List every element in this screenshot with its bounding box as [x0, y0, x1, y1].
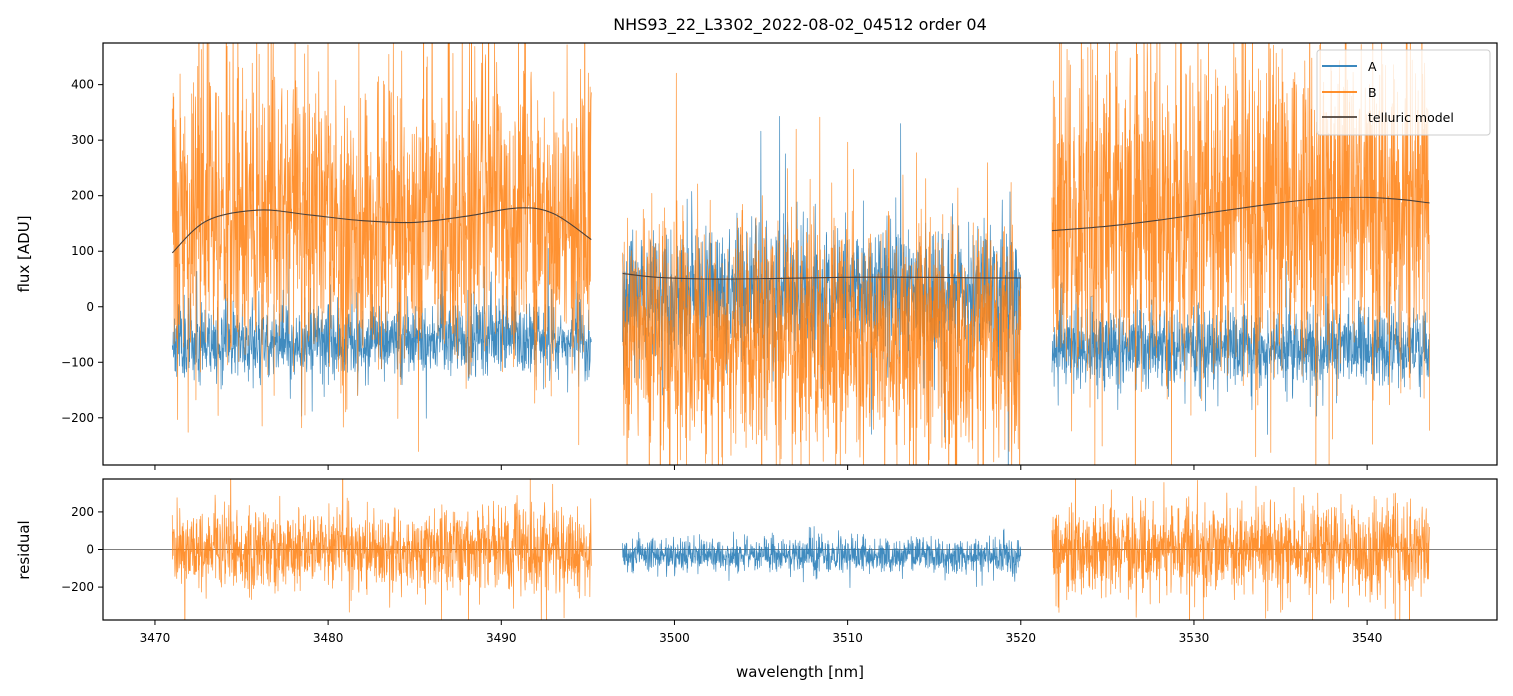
model-curve-segment-1: [171, 207, 592, 254]
y-tick-label: −100: [61, 355, 94, 369]
series-a-residual: [622, 526, 1022, 588]
x-axis-label: wavelength [nm]: [736, 663, 864, 681]
x-tick-label: 3500: [659, 631, 690, 645]
series-b-residual: [171, 479, 1430, 620]
y-tick-label: 200: [71, 189, 94, 203]
legend-label-b: B: [1368, 85, 1377, 100]
legend-label-a: A: [1368, 59, 1377, 74]
legend-label-model: telluric model: [1368, 110, 1454, 125]
flux-axes-frame: [102, 42, 1498, 466]
model-curve-segment-2: [622, 272, 1021, 280]
y-tick-label: 100: [71, 244, 94, 258]
residual-y-ticks: −200 0 200: [61, 505, 103, 594]
model-curve-segment-3: [1051, 196, 1430, 232]
legend-box: [1316, 49, 1491, 136]
series-telluric-model-flux: [171, 196, 1430, 280]
y-tick-label: 400: [71, 78, 94, 92]
noise-trace-a-seg-1: [171, 234, 592, 419]
residual-x-ticks: 3470 3480 3490 3500 3510 3520 3530 3540: [140, 620, 1383, 645]
noise-trace-b-seg-1: [171, 43, 592, 452]
x-tick-label: 3540: [1352, 631, 1383, 645]
noise-trace-b-seg-1: [171, 479, 592, 620]
residual-panel: −200 0 200 3470 3480 3490 3500 3510 3520 3530 354…: [15, 478, 1498, 645]
noise-trace-a-seg-3: [1051, 261, 1430, 435]
residual-plot-area: [103, 479, 1497, 620]
x-tick-label: 3490: [486, 631, 517, 645]
y-tick-label: 200: [71, 505, 94, 519]
x-tick-label: 3470: [140, 631, 171, 645]
x-tick-label: 3480: [313, 631, 344, 645]
flux-ylabel: flux [ADU]: [15, 215, 33, 292]
noise-trace-b-seg-2: [1051, 479, 1430, 620]
noise-trace-b-seg-2: [622, 72, 1022, 465]
residual-ylabel: residual: [15, 520, 33, 579]
y-tick-label: −200: [61, 580, 94, 594]
flux-y-ticks: −200 −100 0 100 200 300 400: [61, 78, 103, 425]
y-tick-label: 300: [71, 133, 94, 147]
noise-trace-a-seg-1: [622, 526, 1022, 588]
y-tick-label: −200: [61, 411, 94, 425]
legend: A B telluric model: [1316, 49, 1491, 136]
y-tick-label: 0: [86, 543, 94, 557]
y-tick-label: 0: [86, 300, 94, 314]
x-tick-label: 3530: [1179, 631, 1210, 645]
x-tick-label: 3520: [1006, 631, 1037, 645]
flux-panel: −200 −100 0 100 200 300 400 flux [ADU] A B tel…: [15, 42, 1498, 470]
x-tick-label: 3510: [832, 631, 863, 645]
flux-x-ticks: [154, 465, 1368, 470]
chart-title: NHS93_22_L3302_2022-08-02_04512 order 04: [613, 15, 987, 35]
